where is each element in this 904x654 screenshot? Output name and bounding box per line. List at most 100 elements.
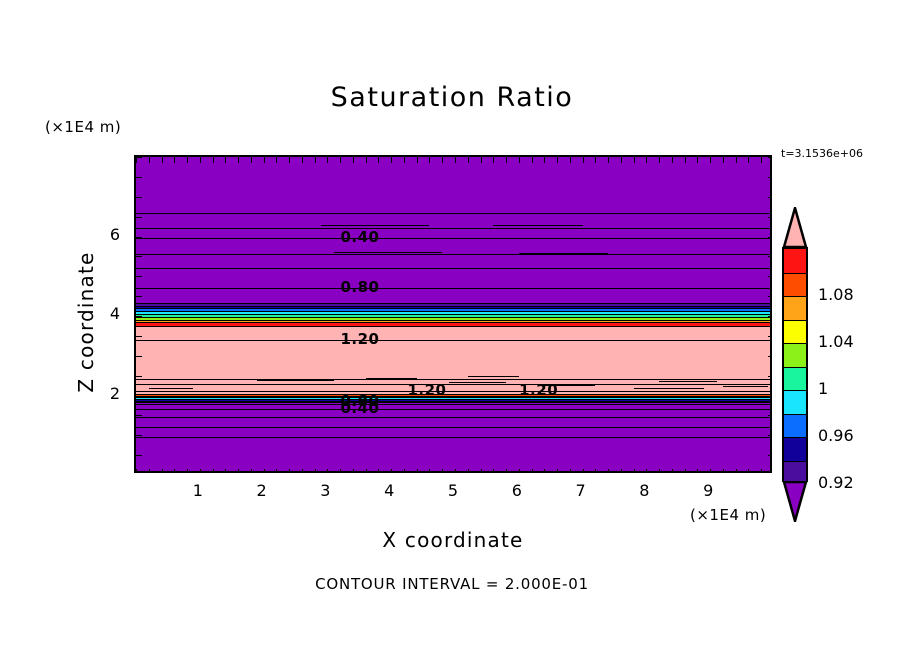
colorbar-under-arrow [782, 481, 808, 522]
colorbar-cell[interactable] [784, 296, 806, 320]
colorbar-cell[interactable] [784, 437, 806, 461]
contour-labels-layer: 0.40 0.80 1.20 1.20 1.20 0.80 0.60 0.40 [136, 157, 770, 471]
contour-band [136, 308, 770, 311]
contour-line [136, 391, 770, 392]
colorbar-cell[interactable] [784, 249, 806, 273]
contour-line [136, 254, 770, 255]
colorbar-cell[interactable] [784, 413, 806, 437]
frame-tick [620, 157, 622, 163]
contour-line [136, 317, 770, 318]
frame-tick [671, 469, 673, 471]
contour-line [136, 340, 770, 341]
frame-tick [467, 469, 469, 471]
frame-tick [768, 455, 770, 457]
frame-tick [768, 316, 770, 317]
frame-tick [633, 157, 635, 163]
frame-tick [518, 157, 520, 163]
frame-tick [225, 469, 227, 471]
colorbar-cell[interactable] [784, 319, 806, 343]
inner-tick-layer [136, 157, 770, 471]
frame-tick [735, 157, 737, 163]
frame-tick [557, 469, 559, 471]
colorbar-cell[interactable] [784, 460, 806, 484]
colorbar-label: 0.96 [818, 426, 854, 445]
frame-tick [569, 469, 571, 471]
contour-line [136, 306, 770, 307]
colorbar-bands[interactable] [782, 247, 808, 484]
frame-tick [768, 256, 770, 258]
frame-tick [263, 157, 265, 163]
frame-tick [748, 157, 750, 163]
colorbar-cell[interactable] [784, 390, 806, 414]
frame-tick [748, 469, 750, 471]
frame-tick [697, 157, 699, 163]
frame-tick [735, 469, 737, 471]
frame-tick [722, 469, 724, 471]
contour-line [136, 326, 770, 327]
contour-line [136, 384, 770, 385]
frame-tick [582, 157, 584, 163]
frame-tick [327, 469, 329, 471]
colorbar-label: 1.04 [818, 332, 854, 351]
frame-tick [301, 157, 303, 163]
contour-label: 0.60 [340, 392, 380, 411]
frame-tick [352, 469, 354, 471]
colorbar-cell[interactable] [784, 366, 806, 390]
contour-plot-area[interactable]: 0.40 0.80 1.20 1.20 1.20 0.80 0.60 0.40 [134, 155, 772, 473]
frame-tick [238, 157, 240, 163]
frame-tick [768, 375, 770, 377]
frame-tick [136, 176, 142, 178]
frame-tick [722, 157, 724, 163]
contour-line-segment [448, 382, 507, 383]
contour-line-segment [257, 380, 334, 381]
frame-tick [136, 157, 142, 158]
frame-tick [768, 296, 770, 298]
contour-line-segment [467, 376, 519, 377]
contour-line-segment [493, 225, 583, 226]
contour-line-segment [321, 225, 430, 226]
frame-tick [148, 157, 150, 163]
contour-line [136, 409, 770, 410]
contour-line [136, 268, 770, 269]
frame-tick [768, 395, 770, 397]
frame-tick [518, 469, 520, 471]
frame-tick [161, 469, 163, 471]
contour-line [136, 402, 770, 403]
frame-tick [136, 455, 142, 457]
frame-tick [136, 196, 142, 198]
frame-tick [768, 216, 770, 218]
timestamp-label: t=3.1536e+06 [781, 147, 864, 160]
frame-tick [620, 469, 622, 471]
colorbar-cell[interactable] [784, 343, 806, 367]
contour-line [136, 427, 770, 428]
colorbar-label: 1 [818, 379, 829, 398]
frame-tick [768, 196, 770, 198]
frame-tick [301, 469, 303, 471]
colorbar[interactable]: 1.08 1.04 1 0.96 0.92 [782, 207, 854, 522]
frame-tick [174, 157, 176, 163]
frame-tick [429, 157, 431, 163]
contour-line-segment [333, 252, 443, 253]
contour-line [136, 322, 770, 323]
frame-tick [429, 469, 431, 471]
x-tick-label: 8 [639, 481, 650, 500]
contour-line [136, 417, 770, 418]
frame-tick [365, 469, 367, 471]
frame-tick [289, 157, 291, 163]
colorbar-over-arrow [782, 207, 808, 248]
frame-tick [212, 157, 214, 163]
frame-tick [391, 157, 393, 163]
frame-tick [544, 469, 546, 471]
contour-band [136, 310, 770, 314]
contour-band [136, 322, 770, 326]
colorbar-cell[interactable] [784, 272, 806, 296]
frame-tick [506, 469, 508, 471]
frame-tick [768, 236, 770, 238]
frame-tick [506, 157, 508, 163]
y-tick-label: 6 [109, 224, 120, 244]
frame-tick [442, 157, 444, 163]
frame-tick [467, 157, 469, 163]
contour-line [136, 401, 770, 402]
frame-tick [136, 335, 142, 337]
contour-line [136, 288, 770, 289]
